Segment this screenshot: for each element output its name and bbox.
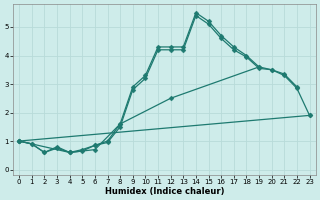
X-axis label: Humidex (Indice chaleur): Humidex (Indice chaleur) [105, 187, 224, 196]
